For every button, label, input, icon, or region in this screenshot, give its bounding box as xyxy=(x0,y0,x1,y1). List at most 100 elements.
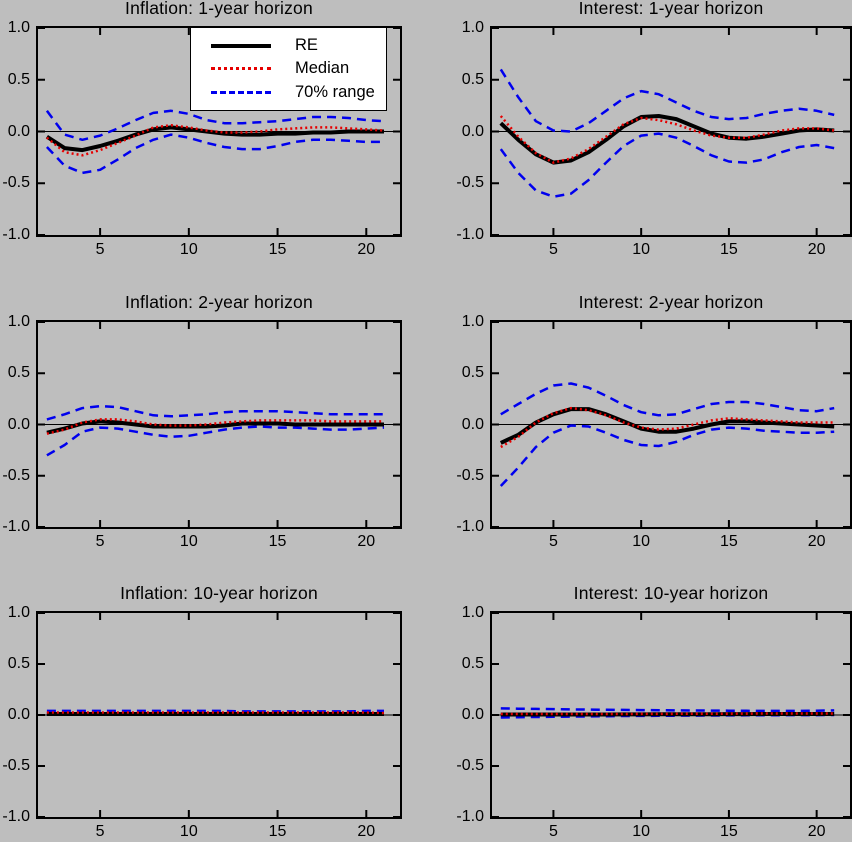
x-tick-label: 5 xyxy=(95,533,105,550)
legend: RE Median 70% range xyxy=(190,27,387,111)
range-line-sample-icon xyxy=(211,90,271,94)
y-tick-label: 0.5 xyxy=(461,70,484,88)
x-tick-label: 20 xyxy=(807,823,826,840)
re-line-sample-icon xyxy=(211,43,271,48)
y-tick-label: 0.5 xyxy=(7,70,30,88)
series-median xyxy=(46,418,384,435)
legend-label-median: Median xyxy=(295,59,350,78)
legend-row-70-range: 70% range xyxy=(191,81,386,103)
plot-canvas xyxy=(38,28,400,235)
chart-title: Inflation: 2-year horizon xyxy=(125,292,313,312)
y-tick-label: 0.0 xyxy=(461,706,484,723)
series-70-upper xyxy=(46,709,384,713)
x-tick-label: 5 xyxy=(548,533,558,550)
x-tick-label: 10 xyxy=(632,241,651,258)
legend-label-70-range: 70% range xyxy=(295,82,375,101)
series-70-lower xyxy=(46,425,385,457)
x-tick-label: 15 xyxy=(268,241,287,258)
y-tick-label: 1.0 xyxy=(7,604,30,621)
y-tick-label: 1.0 xyxy=(7,313,30,330)
x-tick-label: 20 xyxy=(807,533,826,550)
x-tick-label: 15 xyxy=(268,823,287,840)
y-tick-label: 0.0 xyxy=(461,122,484,140)
series-median xyxy=(499,115,835,164)
y-tick-label: -1.0 xyxy=(456,808,484,825)
chart-title: Interest: 2-year horizon xyxy=(578,292,764,312)
chart-title: Interest: 1-year horizon xyxy=(578,0,764,18)
y-tick-label: -1.0 xyxy=(2,226,30,243)
series-70-upper xyxy=(500,382,835,417)
x-tick-label: 20 xyxy=(357,241,376,258)
y-tick-label: -1.0 xyxy=(2,808,30,825)
x-tick-label: 10 xyxy=(179,241,198,258)
y-tick-label: -0.5 xyxy=(456,174,484,192)
y-tick-label: -1.0 xyxy=(2,518,30,535)
x-tick-label: 15 xyxy=(720,823,738,840)
legend-label-re: RE xyxy=(295,36,318,55)
series-70-lower xyxy=(45,133,384,175)
y-tick-label: 1.0 xyxy=(461,313,484,330)
y-tick-label: 0.5 xyxy=(461,364,484,382)
y-tick-label: -1.0 xyxy=(456,226,484,243)
y-tick-label: 0.0 xyxy=(7,122,30,140)
series-70-upper xyxy=(46,404,384,421)
x-tick-label: 20 xyxy=(807,241,826,258)
y-tick-label: 0.0 xyxy=(461,415,484,433)
x-tick-label: 10 xyxy=(632,533,651,550)
y-tick-label: -0.5 xyxy=(456,466,484,484)
x-tick-label: 10 xyxy=(179,823,198,840)
x-tick-label: 15 xyxy=(720,533,738,550)
x-tick-label: 20 xyxy=(357,533,376,550)
x-tick-label: 15 xyxy=(268,533,287,550)
plot-canvas xyxy=(492,613,850,817)
y-tick-label: 0.5 xyxy=(461,655,484,672)
series-70-upper xyxy=(500,707,835,713)
x-tick-label: 15 xyxy=(720,241,738,258)
x-tick-label: 10 xyxy=(179,533,198,550)
chart-title: Interest: 10-year horizon xyxy=(573,583,769,603)
chart-interest-1-year: Interest: 1-year horizon 1.0 0.5 0.0 -0.5 -1… xyxy=(456,0,852,258)
y-tick-label: 1.0 xyxy=(461,604,484,621)
y-tick-label: 0.0 xyxy=(7,415,30,433)
chart-title: Inflation: 1-year horizon xyxy=(125,0,313,18)
x-tick-label: 20 xyxy=(357,823,376,840)
series-re xyxy=(46,419,384,435)
plot-canvas xyxy=(492,28,850,235)
x-tick-label: 5 xyxy=(95,823,105,840)
chart-title: Inflation: 10-year horizon xyxy=(120,583,318,603)
y-tick-label: 1.0 xyxy=(7,19,30,36)
chart-interest-2-year: Interest: 2-year horizon 1.0 0.5 0.0 -0.5 -1… xyxy=(456,292,852,550)
y-tick-label: 1.0 xyxy=(461,19,484,36)
series-median xyxy=(500,406,835,449)
series-median xyxy=(46,711,385,715)
series-70-upper xyxy=(499,68,835,133)
y-tick-label: -0.5 xyxy=(2,174,30,192)
median-line-sample-icon xyxy=(211,67,271,71)
y-tick-label: 0.5 xyxy=(7,364,30,382)
legend-row-median: Median xyxy=(191,58,386,80)
plot-canvas xyxy=(38,613,400,817)
y-tick-label: -0.5 xyxy=(456,757,484,774)
x-tick-label: 5 xyxy=(548,241,558,258)
chart-interest-10-year: Interest: 10-year horizon 1.0 0.5 0.0 -0.5 -… xyxy=(456,583,852,840)
y-tick-label: 0.5 xyxy=(7,655,30,672)
series-re xyxy=(499,114,835,165)
series-70-lower xyxy=(499,424,835,487)
plot-canvas xyxy=(38,322,400,527)
plot-canvas xyxy=(492,322,850,527)
y-tick-label: -0.5 xyxy=(2,466,30,484)
x-tick-label: 5 xyxy=(548,823,558,840)
series-median xyxy=(500,712,835,716)
y-tick-label: 0.0 xyxy=(7,706,30,723)
series-70-upper xyxy=(45,109,385,142)
chart-inflation-1-year: Inflation: 1-year horizon 1.0 0.5 0.0 -0.5 -… xyxy=(2,0,402,258)
y-tick-label: -0.5 xyxy=(2,757,30,774)
x-tick-label: 5 xyxy=(95,241,105,258)
y-tick-label: -1.0 xyxy=(456,518,484,535)
chart-inflation-2-year: Inflation: 2-year horizon 1.0 0.5 0.0 -0.5 -… xyxy=(2,292,402,550)
legend-row-re: RE xyxy=(191,35,386,57)
series-70-lower xyxy=(499,132,835,198)
chart-inflation-10-year: Inflation: 10-year horizon 1.0 0.5 0.0 -0.5… xyxy=(2,583,402,840)
x-tick-label: 10 xyxy=(632,823,651,840)
